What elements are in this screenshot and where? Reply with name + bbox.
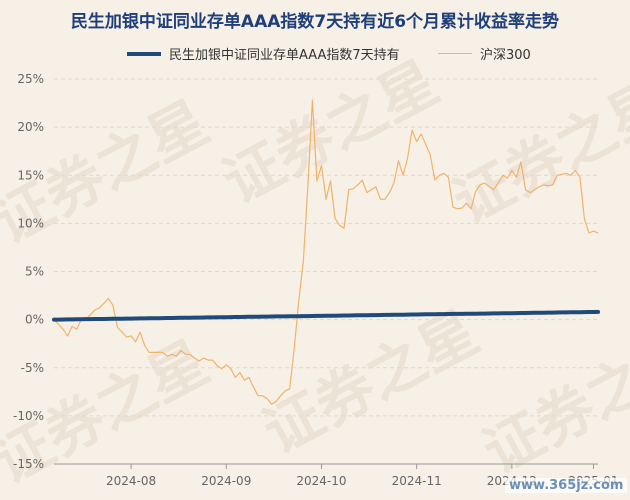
series xyxy=(52,99,600,405)
legend: 民生加银中证同业存单AAA指数7天持有 沪深300 xyxy=(0,44,630,64)
y-tick-label: 15% xyxy=(17,168,44,182)
watermark-text-5: 证券之星 xyxy=(472,318,630,487)
x-tick-label: 2024-08 xyxy=(106,474,156,488)
y-axis: 25% 20% 15% 10% 5% 0% -5% -10% -15% xyxy=(13,72,44,471)
x-tick-label: 2024-11 xyxy=(392,474,442,488)
y-tick-label: -15% xyxy=(13,457,44,471)
watermark-site: www.365jz.com xyxy=(505,478,628,493)
y-tick-label: 20% xyxy=(17,120,44,134)
x-tick-label: 2024-10 xyxy=(296,474,346,488)
watermark-text-4: 证券之星 xyxy=(252,298,489,467)
y-tick-label: 10% xyxy=(17,216,44,230)
legend-label-fund: 民生加银中证同业存单AAA指数7天持有 xyxy=(169,48,400,63)
y-tick-label: 5% xyxy=(25,265,44,279)
y-tick-label: 25% xyxy=(17,72,44,86)
series-line-fund xyxy=(52,309,600,322)
y-tick-label: 0% xyxy=(25,313,44,327)
watermark-text-2: 证券之星 xyxy=(442,68,630,237)
legend-swatch-fund xyxy=(127,51,161,56)
legend-swatch-csi300 xyxy=(438,53,472,54)
x-tick-label: 2024-09 xyxy=(201,474,251,488)
legend-item-csi300[interactable]: 沪深300 xyxy=(438,44,531,63)
chart-title: 民生加银中证同业存单AAA指数7天持有近6个月累计收益率走势 xyxy=(70,12,560,32)
legend-item-fund[interactable]: 民生加银中证同业存单AAA指数7天持有 xyxy=(127,44,400,63)
legend-label-csi300: 沪深300 xyxy=(480,48,531,63)
y-tick-label: -10% xyxy=(13,409,44,423)
y-tick-label: -5% xyxy=(21,361,44,375)
series-line-csi300 xyxy=(53,99,599,405)
